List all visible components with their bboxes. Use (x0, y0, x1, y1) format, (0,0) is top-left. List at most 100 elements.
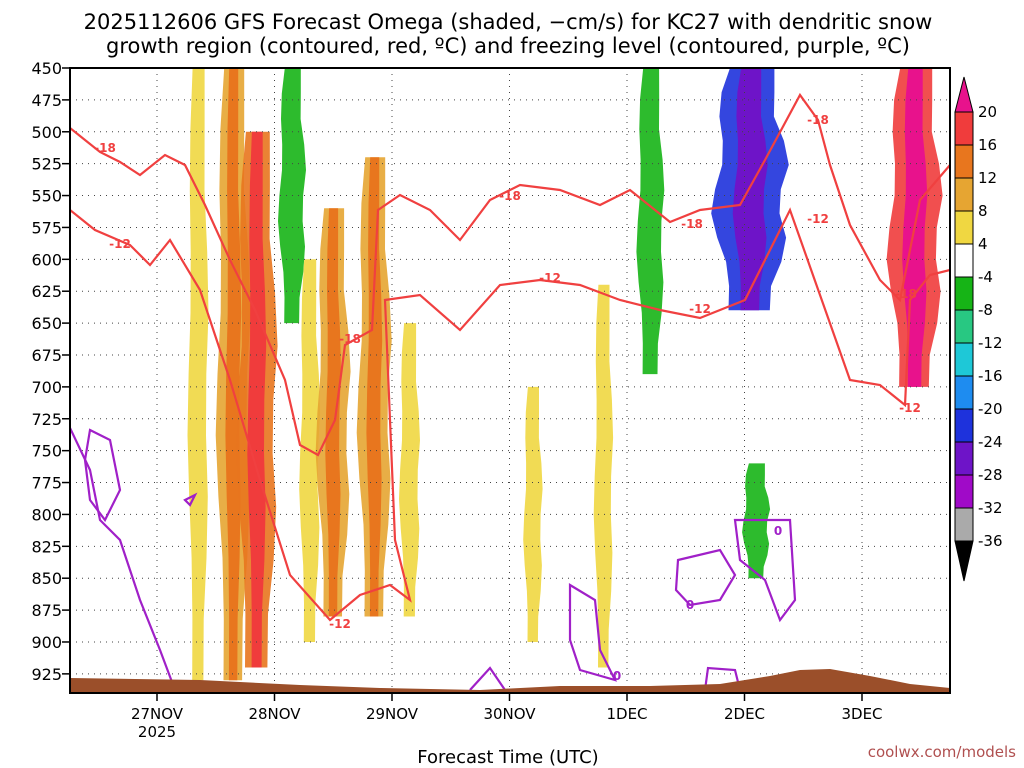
terrain-ground (70, 669, 950, 693)
colorbar-bottom-arrow (954, 540, 974, 582)
freezing-contour-line (469, 666, 506, 691)
freezing-contour-line (733, 518, 797, 623)
colorbar-tick-label: 20 (978, 103, 997, 121)
colorbar-swatch (954, 507, 974, 542)
omega-region (593, 284, 614, 668)
freezing-contour-line (568, 583, 618, 682)
omega-core (325, 208, 341, 617)
x-tick-label: 30NOV (483, 705, 536, 723)
y-tick-label: 600 (31, 250, 62, 269)
freezing-contour-line (83, 428, 122, 523)
y-tick-label: 850 (31, 569, 62, 588)
dendritic-contour-line (70, 92, 950, 457)
y-tick-label: 925 (31, 665, 62, 684)
colorbar-top-arrow (954, 76, 974, 113)
colorbar-swatch (954, 474, 974, 509)
contour-label: 0 (613, 669, 621, 683)
contour-label: -12 (539, 271, 561, 285)
freezing-contour-line (674, 548, 737, 607)
colorbar-tick-label: -16 (978, 367, 1003, 385)
x-tick-label: 29NOV (366, 705, 419, 723)
colorbar-tick-label: -24 (978, 433, 1003, 451)
y-tick-label: 900 (31, 633, 62, 652)
omega-core (366, 157, 383, 617)
contour-label: 0 (774, 524, 782, 538)
y-axis: 450 475 500 525 550 575 600 625 650 675 700 725 750 7… (31, 59, 70, 684)
omega-core (247, 131, 267, 668)
chart-title-line-2: growth region (contoured, red, ºC) and f… (106, 34, 910, 58)
colorbar-swatch (954, 111, 974, 146)
colorbar-swatch (954, 276, 974, 311)
chart-title-line-1: 2025112606 GFS Forecast Omega (shaded, −… (84, 10, 933, 34)
contour-label: -12 (689, 302, 711, 316)
x-axis: 27NOV 28NOV 29NOV 30NOV 1DEC 2DEC 3DEC (131, 693, 883, 723)
colorbar-tick-label: -8 (978, 301, 993, 319)
freezing-contour-line (183, 492, 198, 507)
x-axis-year: 2025 (138, 723, 176, 741)
colorbar-tick-label: 4 (978, 235, 988, 253)
y-tick-label: 625 (31, 282, 62, 301)
y-tick-label: 750 (31, 442, 62, 461)
contour-label: -18 (94, 141, 116, 155)
contour-label: -12 (109, 237, 131, 251)
y-tick-label: 575 (31, 218, 62, 237)
y-tick-label: 500 (31, 123, 62, 142)
colorbar-swatch (954, 375, 974, 410)
colorbar-tick-label: -32 (978, 499, 1003, 517)
colorbar-swatch (954, 441, 974, 476)
colorbar-swatch (954, 408, 974, 443)
colorbar-swatch (954, 309, 974, 344)
contour-label: -12 (899, 401, 921, 415)
colorbar: 20 16 12 8 4 -4 -8 -12 -16 -20 -24 -28 -32 -36 (954, 76, 1003, 582)
contour-label: -12 (329, 617, 351, 631)
x-tick-label: 27NOV (131, 705, 184, 723)
contour-label: -18 (681, 217, 703, 231)
colorbar-tick-label: -4 (978, 268, 993, 286)
contours: -18 -18 -18 -18 -18 -18 -12 -12 -12 -12 -12 -12 0 0 0 (70, 92, 950, 691)
y-tick-label: 525 (31, 155, 62, 174)
freezing-contour-line (70, 427, 177, 691)
dendritic-contour-line (70, 207, 950, 622)
omega-region (636, 68, 665, 375)
freezing-contour-line (703, 666, 742, 691)
contour-label: -18 (339, 332, 361, 346)
y-tick-label: 675 (31, 346, 62, 365)
contour-label: 0 (686, 598, 694, 612)
colorbar-tick-label: 8 (978, 202, 988, 220)
y-tick-label: 650 (31, 314, 62, 333)
colorbar-tick-label: 12 (978, 169, 997, 187)
omega-region (187, 68, 209, 681)
omega-core (732, 68, 768, 311)
omega-core (225, 68, 242, 681)
colorbar-tick-label: -20 (978, 400, 1003, 418)
y-tick-label: 775 (31, 474, 62, 493)
credit-text: coolwx.com/models (868, 743, 1016, 761)
x-tick-label: 28NOV (248, 705, 301, 723)
y-tick-label: 725 (31, 410, 62, 429)
colorbar-swatch (954, 243, 974, 278)
omega-region (399, 323, 420, 617)
contour-label: -18 (895, 287, 917, 301)
x-axis-label: Forecast Time (UTC) (417, 747, 598, 768)
colorbar-tick-label: -12 (978, 334, 1003, 352)
y-tick-label: 450 (31, 59, 62, 78)
y-tick-label: 800 (31, 505, 62, 524)
y-tick-label: 475 (31, 91, 62, 110)
colorbar-swatch (954, 342, 974, 377)
colorbar-swatch (954, 144, 974, 179)
y-tick-label: 550 (31, 187, 62, 206)
y-tick-label: 875 (31, 601, 62, 620)
contour-label: -18 (499, 189, 521, 203)
colorbar-tick-label: 16 (978, 136, 997, 154)
x-tick-label: 1DEC (606, 705, 647, 723)
x-tick-label: 3DEC (841, 705, 882, 723)
colorbar-swatch (954, 210, 974, 245)
y-tick-label: 700 (31, 378, 62, 397)
colorbar-tick-label: -28 (978, 466, 1003, 484)
grid (70, 68, 950, 693)
contour-label: -12 (807, 212, 829, 226)
y-tick-label: 825 (31, 537, 62, 556)
contour-label: -18 (807, 113, 829, 127)
x-tick-label: 2DEC (724, 705, 765, 723)
